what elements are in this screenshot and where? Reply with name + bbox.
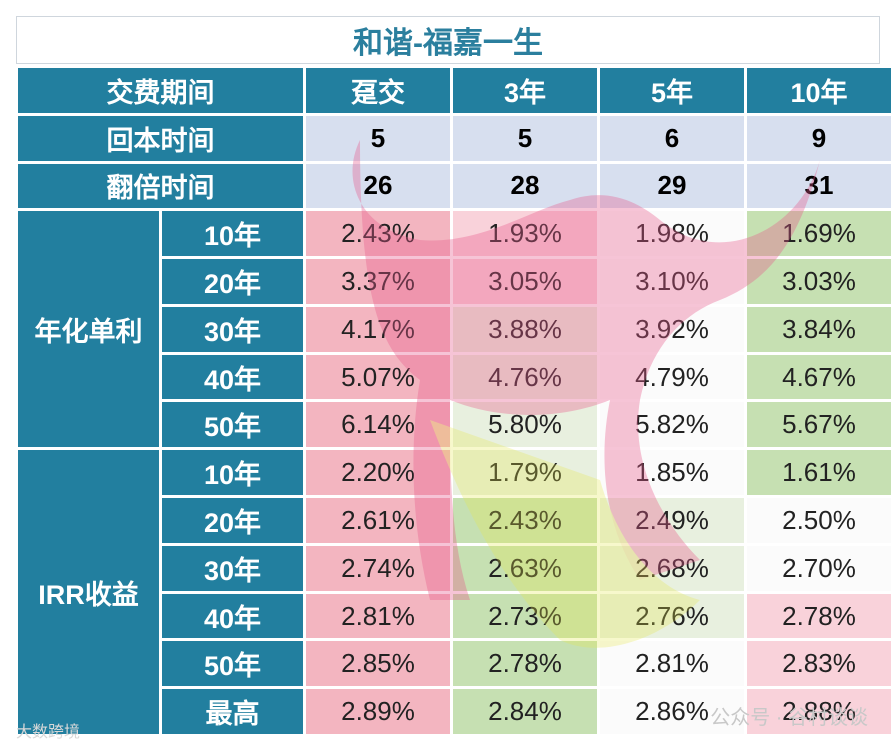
simple-cell: 1.98% [600,211,744,257]
irr-cell: 1.61% [747,450,891,496]
irr-cell: 2.43% [453,498,597,543]
irr-cell: 2.83% [747,641,891,687]
irr-cell: 2.63% [453,545,597,591]
page-title: 和谐-福嘉一生 [16,16,880,64]
payback-label: 回本时间 [18,115,303,161]
simple-cell: 5.82% [600,402,744,448]
watermark-right: 公众号 · 谷村谈谈 [710,707,868,729]
irr-cell: 2.84% [453,689,597,734]
simple-cell: 4.76% [453,354,597,400]
year-label: 50年 [162,402,303,448]
irr-cell: 1.85% [600,450,744,496]
irr-section-label: IRR收益 [18,450,159,734]
year-label: 40年 [162,354,303,400]
simple-cell: 6.14% [306,402,450,448]
payback-value: 9 [747,115,891,161]
irr-cell: 2.49% [600,498,744,543]
year-label: 50年 [162,641,303,687]
simple-cell: 2.43% [306,211,450,257]
simple-cell: 4.17% [306,306,450,352]
irr-cell: 2.81% [306,593,450,639]
double-value: 28 [453,163,597,209]
year-label: 10年 [162,450,303,496]
simple-section-label: 年化单利 [18,211,159,448]
irr-cell: 2.85% [306,641,450,687]
irr-cell: 2.78% [453,641,597,687]
double-value: 31 [747,163,891,209]
simple-cell: 3.10% [600,259,744,304]
irr-cell: 2.81% [600,641,744,687]
watermark-left: 大数跨境 [16,724,81,741]
irr-cell: 2.61% [306,498,450,543]
double-label: 翻倍时间 [18,163,303,209]
column-header: 10年 [747,68,891,113]
simple-cell: 3.37% [306,259,450,304]
irr-cell: 2.78% [747,593,891,639]
simple-cell: 3.03% [747,259,891,304]
simple-cell: 4.67% [747,354,891,400]
irr-cell: 2.20% [306,450,450,496]
irr-cell: 2.76% [600,593,744,639]
simple-cell: 3.88% [453,306,597,352]
header-label: 交费期间 [18,68,303,113]
simple-cell: 3.92% [600,306,744,352]
payback-value: 5 [306,115,450,161]
simple-cell: 1.69% [747,211,891,257]
year-label: 最高 [162,689,303,734]
double-value: 29 [600,163,744,209]
payback-value: 6 [600,115,744,161]
year-label: 30年 [162,306,303,352]
year-label: 40年 [162,593,303,639]
irr-cell: 2.70% [747,545,891,591]
year-label: 20年 [162,259,303,304]
simple-cell: 5.07% [306,354,450,400]
irr-cell: 2.88% [747,689,891,734]
column-header: 5年 [600,68,744,113]
simple-cell: 5.80% [453,402,597,448]
simple-cell: 3.84% [747,306,891,352]
year-label: 20年 [162,498,303,543]
payback-value: 5 [453,115,597,161]
irr-cell: 1.79% [453,450,597,496]
simple-cell: 3.05% [453,259,597,304]
irr-cell: 2.86% [600,689,744,734]
year-label: 30年 [162,545,303,591]
irr-cell: 2.73% [453,593,597,639]
irr-cell: 2.74% [306,545,450,591]
column-header: 趸交 [306,68,450,113]
year-label: 10年 [162,211,303,257]
column-header: 3年 [453,68,597,113]
simple-cell: 1.93% [453,211,597,257]
double-value: 26 [306,163,450,209]
irr-cell: 2.89% [306,689,450,734]
comparison-table: 交费期间 趸交 3年 5年 10年 回本时间 5 5 6 9 翻倍时间 26 2… [18,68,891,734]
simple-cell: 4.79% [600,354,744,400]
irr-cell: 2.68% [600,545,744,591]
simple-cell: 5.67% [747,402,891,448]
irr-cell: 2.50% [747,498,891,543]
